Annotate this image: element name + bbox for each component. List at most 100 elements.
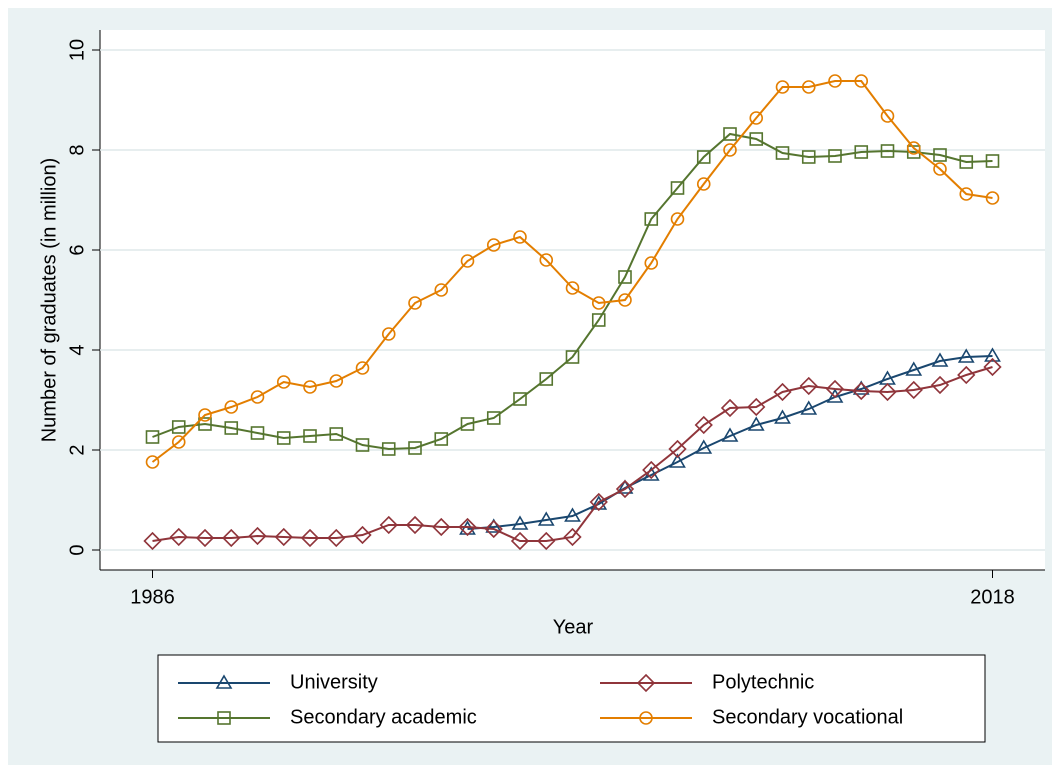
marker — [198, 408, 212, 422]
marker — [486, 238, 501, 252]
marker — [408, 296, 422, 310]
marker — [248, 526, 267, 546]
marker — [591, 296, 606, 310]
marker — [801, 80, 816, 94]
marker — [379, 515, 398, 535]
marker — [774, 409, 791, 424]
marker — [171, 420, 186, 434]
marker — [826, 388, 844, 403]
marker — [432, 517, 451, 537]
marker — [458, 517, 477, 537]
marker — [959, 155, 974, 169]
marker — [171, 435, 186, 449]
marker — [985, 154, 1000, 168]
marker — [828, 74, 842, 88]
marker — [195, 528, 215, 548]
marker — [484, 519, 503, 539]
marker — [775, 80, 790, 94]
marker — [353, 525, 372, 545]
marker — [145, 430, 160, 444]
marker — [644, 212, 659, 226]
marker — [906, 141, 921, 155]
marker — [355, 438, 370, 452]
marker — [408, 441, 422, 455]
marker — [329, 427, 344, 441]
marker — [169, 527, 188, 547]
marker — [145, 455, 160, 469]
marker — [984, 347, 1001, 362]
marker — [799, 376, 818, 396]
marker — [721, 427, 739, 442]
x-tick-label: 2018 — [970, 586, 1015, 608]
marker — [854, 74, 869, 88]
marker — [405, 515, 425, 535]
marker — [250, 390, 265, 404]
marker — [381, 442, 396, 456]
marker — [511, 515, 529, 530]
marker — [329, 374, 344, 388]
marker — [852, 381, 871, 401]
marker — [224, 400, 239, 414]
marker — [615, 479, 635, 499]
marker — [852, 380, 870, 395]
marker — [642, 460, 661, 480]
marker — [537, 531, 556, 551]
marker — [276, 375, 291, 389]
marker — [215, 674, 233, 689]
marker — [636, 673, 656, 693]
marker — [773, 382, 792, 402]
marker — [563, 527, 582, 547]
marker — [694, 415, 713, 435]
marker — [800, 400, 818, 415]
series-line — [152, 132, 993, 451]
marker — [801, 150, 816, 164]
marker — [723, 127, 737, 141]
marker — [670, 212, 685, 226]
marker — [486, 411, 501, 425]
marker — [618, 293, 632, 307]
marker — [460, 417, 475, 431]
plot-region — [100, 30, 1045, 570]
x-tick-label: 1986 — [130, 586, 175, 608]
series-line — [467, 355, 993, 530]
marker — [460, 254, 475, 268]
marker — [931, 352, 949, 367]
legend-label: Secondary vocational — [712, 706, 903, 728]
marker — [565, 281, 580, 295]
marker — [904, 380, 923, 400]
marker — [957, 365, 976, 385]
marker — [274, 527, 293, 547]
marker — [696, 177, 711, 191]
marker — [878, 382, 897, 402]
marker — [983, 357, 1002, 377]
marker — [198, 417, 212, 431]
marker — [539, 253, 554, 267]
marker — [854, 145, 869, 159]
x-axis-label: Year — [553, 616, 594, 638]
marker — [510, 531, 530, 551]
marker — [485, 518, 503, 533]
marker — [276, 431, 291, 445]
marker — [749, 132, 764, 146]
legend-label: Polytechnic — [712, 671, 814, 693]
marker — [589, 492, 608, 512]
marker — [434, 283, 449, 297]
y-axis-label: Number of graduates (in million) — [38, 158, 60, 443]
marker — [564, 507, 581, 522]
marker — [327, 528, 346, 548]
marker — [695, 439, 713, 454]
marker — [217, 711, 231, 725]
marker — [720, 398, 740, 418]
marker — [749, 111, 764, 125]
y-tick-label: 10 — [66, 39, 88, 61]
marker — [303, 380, 317, 394]
marker — [880, 144, 895, 158]
marker — [618, 270, 632, 284]
y-tick-label: 2 — [66, 444, 88, 455]
marker — [959, 187, 974, 201]
marker — [930, 375, 950, 395]
marker — [513, 392, 527, 406]
marker — [747, 397, 766, 417]
marker — [828, 149, 842, 163]
